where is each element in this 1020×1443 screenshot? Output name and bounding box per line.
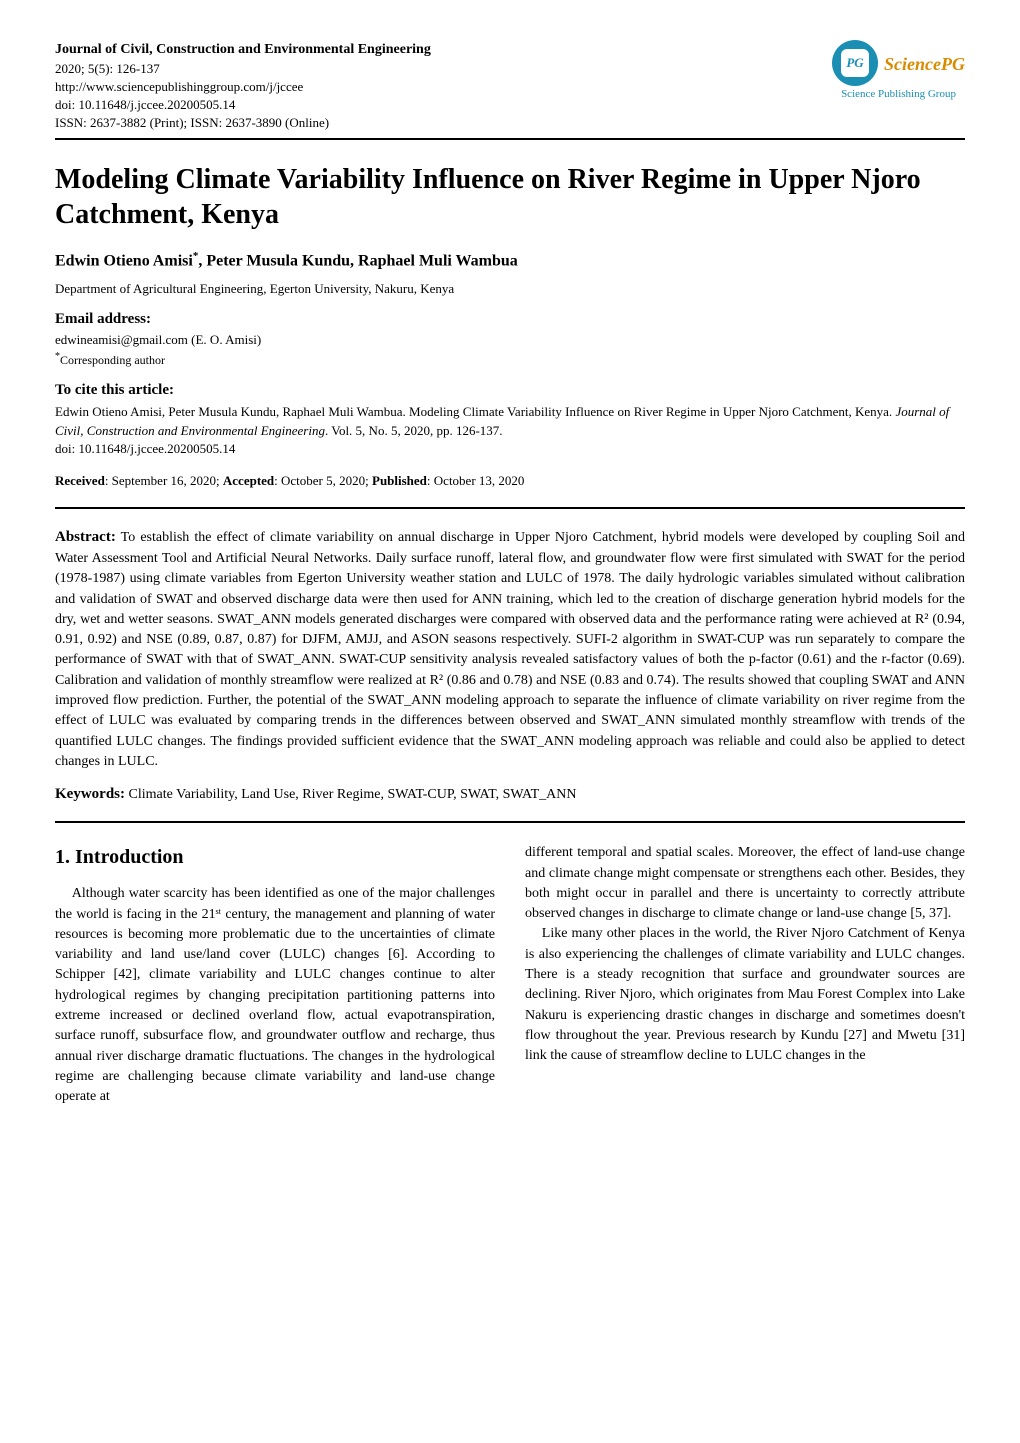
logo-abbr: PG [841,49,869,77]
publisher-logo: PG SciencePG Science Publishing Group [832,40,965,100]
accepted-date: : October 5, 2020; [274,473,372,488]
journal-doi: doi: 10.11648/j.jccee.20200505.14 [55,96,431,114]
authors-line: Edwin Otieno Amisi*, Peter Musula Kundu,… [55,250,965,270]
col1-para-1: Although water scarcity has been identif… [55,884,495,1107]
cite-doi: doi: 10.11648/j.jccee.20200505.14 [55,441,235,456]
page-header: Journal of Civil, Construction and Envir… [55,40,965,132]
author-3: Raphael Muli Wambua [358,253,518,270]
keywords-label: Keywords: [55,786,125,802]
journal-info-block: Journal of Civil, Construction and Envir… [55,40,431,132]
affiliation: Department of Agricultural Engineering, … [55,281,965,297]
body-columns: 1. Introduction Although water scarcity … [55,843,965,1107]
logo-circle-icon: PG [832,40,878,86]
email-line: edwineamisi@gmail.com (E. O. Amisi) [55,332,965,348]
received-date: : September 16, 2020; [105,473,223,488]
abstract-label: Abstract: [55,529,116,545]
cite-suffix: . Vol. 5, No. 5, 2020, pp. 126-137. [325,423,503,438]
corresponding-text: Corresponding author [60,353,165,367]
citation-block: Edwin Otieno Amisi, Peter Musula Kundu, … [55,403,965,460]
column-right: different temporal and spatial scales. M… [525,843,965,1107]
journal-issn: ISSN: 2637-3882 (Print); ISSN: 2637-3890… [55,114,431,132]
header-rule [55,138,965,140]
col2-para-1: different temporal and spatial scales. M… [525,843,965,924]
cite-prefix: Edwin Otieno Amisi, Peter Musula Kundu, … [55,404,895,419]
journal-url: http://www.sciencepublishinggroup.com/j/… [55,78,431,96]
author-1: Edwin Otieno Amisi [55,253,193,270]
received-label: Received [55,473,105,488]
paper-title: Modeling Climate Variability Influence o… [55,162,965,232]
author-sep-2: , [350,253,358,270]
abstract-bottom-rule [55,821,965,823]
abstract-block: Abstract: To establish the effect of cli… [55,527,965,772]
column-left: 1. Introduction Although water scarcity … [55,843,495,1107]
logo-brand-text: SciencePG [884,54,965,75]
abstract-top-rule [55,507,965,509]
col2-para-2: Like many other places in the world, the… [525,924,965,1066]
issue-line: 2020; 5(5): 126-137 [55,60,431,78]
accepted-label: Accepted [223,473,274,488]
dates-line: Received: September 16, 2020; Accepted: … [55,473,965,489]
abstract-text: To establish the effect of climate varia… [55,530,965,769]
email-heading: Email address: [55,311,965,328]
published-date: : October 13, 2020 [427,473,524,488]
intro-heading: 1. Introduction [55,843,495,872]
author-2: Peter Musula Kundu [206,253,350,270]
keywords-block: Keywords: Climate Variability, Land Use,… [55,786,965,803]
cite-heading: To cite this article: [55,382,965,399]
journal-title: Journal of Civil, Construction and Envir… [55,40,431,60]
keywords-text: Climate Variability, Land Use, River Reg… [125,787,576,802]
logo-subtext: Science Publishing Group [841,88,956,100]
corresponding-author: *Corresponding author [55,351,965,368]
published-label: Published [372,473,427,488]
